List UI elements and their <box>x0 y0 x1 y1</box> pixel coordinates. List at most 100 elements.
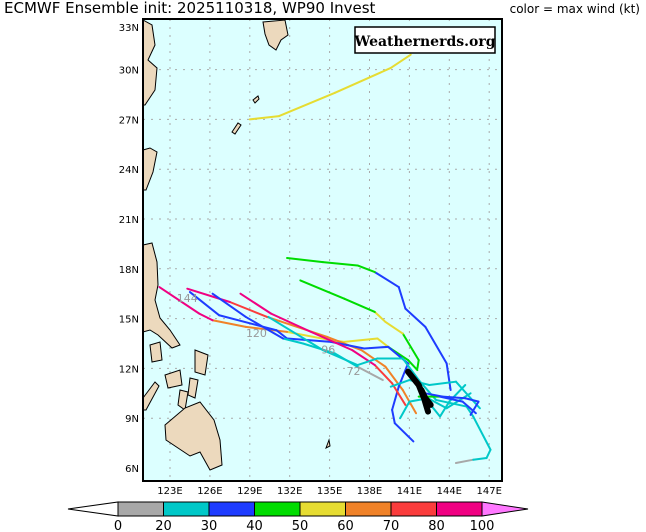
track-segment <box>360 349 387 368</box>
track-segment <box>286 337 332 343</box>
track-segment <box>401 332 420 362</box>
track-segment <box>397 286 407 310</box>
colorbar-bin <box>390 501 437 517</box>
lon-label: 132E <box>277 486 302 497</box>
track-segment <box>472 457 488 461</box>
track-segment <box>384 320 404 335</box>
lat-label: 18N <box>119 265 139 276</box>
track-segment <box>428 380 457 386</box>
land-masses <box>142 19 331 471</box>
track-segment <box>404 307 427 328</box>
track-segment <box>464 397 480 403</box>
track-segment <box>248 115 281 121</box>
mindanao <box>164 401 223 471</box>
panay <box>164 369 183 389</box>
track-segment <box>389 53 412 69</box>
track-segment <box>469 400 480 416</box>
track-segment <box>445 362 452 391</box>
track-segment <box>356 357 379 367</box>
track-segment <box>309 330 354 352</box>
forecast-hour-label: 96 <box>321 343 335 356</box>
forecast-hour-labels: 144 120 96 72 <box>177 292 361 378</box>
kyushu <box>262 19 289 51</box>
lon-label: 129E <box>237 486 262 497</box>
track-segment <box>333 66 392 94</box>
colorbar-bin <box>117 501 164 517</box>
track-segment <box>278 91 336 118</box>
watermark-box: Weathernerds.org <box>354 26 496 54</box>
track-segment <box>435 398 468 408</box>
track-segment <box>351 349 376 367</box>
track-segment <box>407 359 419 372</box>
track-segment <box>244 315 285 340</box>
track-segment <box>441 395 467 400</box>
luzon <box>142 242 181 349</box>
forecast-hour-label: 120 <box>246 327 267 340</box>
track-segment <box>228 301 269 318</box>
track-segment <box>363 345 390 350</box>
lat-label: 24N <box>119 165 139 176</box>
colorbar-tick-label: 80 <box>428 519 445 532</box>
track-segment <box>427 397 448 410</box>
track-segment <box>485 448 492 460</box>
track-segment <box>393 422 415 443</box>
track-segment <box>373 271 400 289</box>
track-segment <box>158 286 201 315</box>
track-segment <box>391 408 396 425</box>
track-segment <box>424 392 444 398</box>
observed-track <box>405 368 434 415</box>
track-segment <box>299 279 346 300</box>
track-segment <box>282 337 304 345</box>
colorbar-bin <box>436 501 483 517</box>
samar <box>194 349 209 376</box>
lon-label: 138E <box>357 486 382 497</box>
track-segment <box>472 415 492 451</box>
lat-label: 12N <box>119 364 139 375</box>
lat-label: 27N <box>119 115 139 126</box>
mindoro <box>149 341 163 363</box>
track-segment <box>389 379 411 388</box>
track-segment <box>438 400 451 418</box>
lon-label: 141E <box>397 486 422 497</box>
track-segment <box>373 364 394 385</box>
lon-label: 126E <box>197 486 222 497</box>
colorbar-low-arrow <box>67 501 119 517</box>
track-segment <box>468 395 481 410</box>
leyte <box>187 377 199 399</box>
colorbar-tick-label: 100 <box>470 519 495 532</box>
lon-label: 144E <box>437 486 462 497</box>
legend-title: color = max wind (kt) <box>509 2 640 16</box>
lon-label: 123E <box>157 486 182 497</box>
amami <box>252 95 260 104</box>
track-segment <box>198 312 214 322</box>
track-segment <box>376 337 390 348</box>
colorbar-tick-label: 60 <box>337 519 354 532</box>
colorbar-tick-label: 0 <box>114 519 122 532</box>
track-segment <box>211 292 247 318</box>
colorbar-tick-label: 40 <box>246 519 263 532</box>
lon-label: 147E <box>476 486 501 497</box>
colorbar-bin <box>299 501 346 517</box>
colorbar-tick-label: 20 <box>155 519 172 532</box>
track-segment <box>239 292 273 315</box>
track-segment <box>424 325 448 365</box>
track-segment <box>218 314 278 332</box>
guam <box>325 438 331 450</box>
track-segment <box>356 264 376 274</box>
ensemble-tracks <box>158 53 492 465</box>
okinawa <box>231 122 242 135</box>
lat-label: 9N <box>125 414 139 425</box>
colorbar-high-arrow <box>481 501 529 517</box>
track-segment <box>321 349 359 367</box>
colorbar-bin <box>163 501 210 517</box>
track-segment <box>267 315 324 352</box>
colorbar-bin <box>345 501 392 517</box>
track-segment <box>454 458 475 465</box>
lat-label: 33N <box>119 23 139 34</box>
lat-label: 21N <box>119 215 139 226</box>
colorbar-bin <box>208 501 255 517</box>
track-segment <box>465 405 475 418</box>
track-segment <box>188 291 221 317</box>
track-segment <box>401 357 420 382</box>
